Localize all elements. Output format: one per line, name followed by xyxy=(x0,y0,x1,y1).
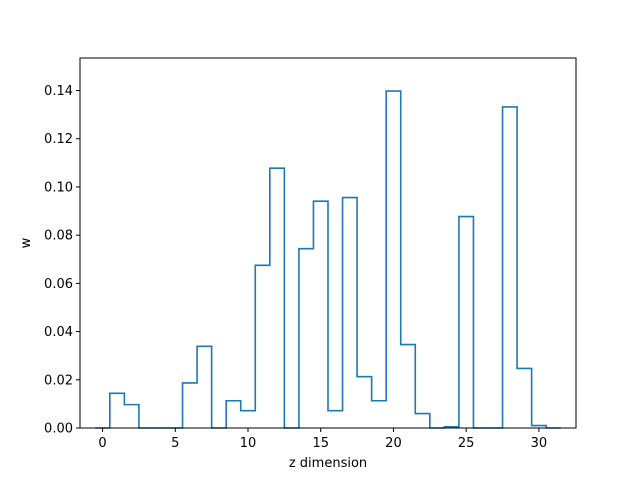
axes-frame xyxy=(79,57,577,429)
x-axis-label: z dimension xyxy=(289,456,367,471)
x-tick-label: 25 xyxy=(458,436,475,451)
x-tick-label: 15 xyxy=(312,436,329,451)
y-tick-label: 0.02 xyxy=(44,373,73,388)
x-tick-label: 0 xyxy=(98,436,106,451)
x-tick-label: 5 xyxy=(171,436,179,451)
y-tick-label: 0.06 xyxy=(44,277,73,292)
y-axis: 0.00 0.02 0.04 0.06 0.08 0.10 0.12 0.14 xyxy=(44,84,80,437)
x-tick-label: 10 xyxy=(240,436,257,451)
y-tick-label: 0.10 xyxy=(44,180,73,195)
y-tick-label: 0.00 xyxy=(44,422,73,437)
y-tick-label: 0.12 xyxy=(44,132,73,147)
x-tick-label: 20 xyxy=(385,436,402,451)
y-tick-label: 0.08 xyxy=(44,229,73,244)
y-axis-label: w xyxy=(19,237,34,248)
x-tick-label: 30 xyxy=(531,436,548,451)
y-tick-label: 0.14 xyxy=(44,84,73,99)
y-tick-label: 0.04 xyxy=(44,325,73,340)
x-axis: 0 5 10 15 20 25 30 xyxy=(98,428,547,451)
